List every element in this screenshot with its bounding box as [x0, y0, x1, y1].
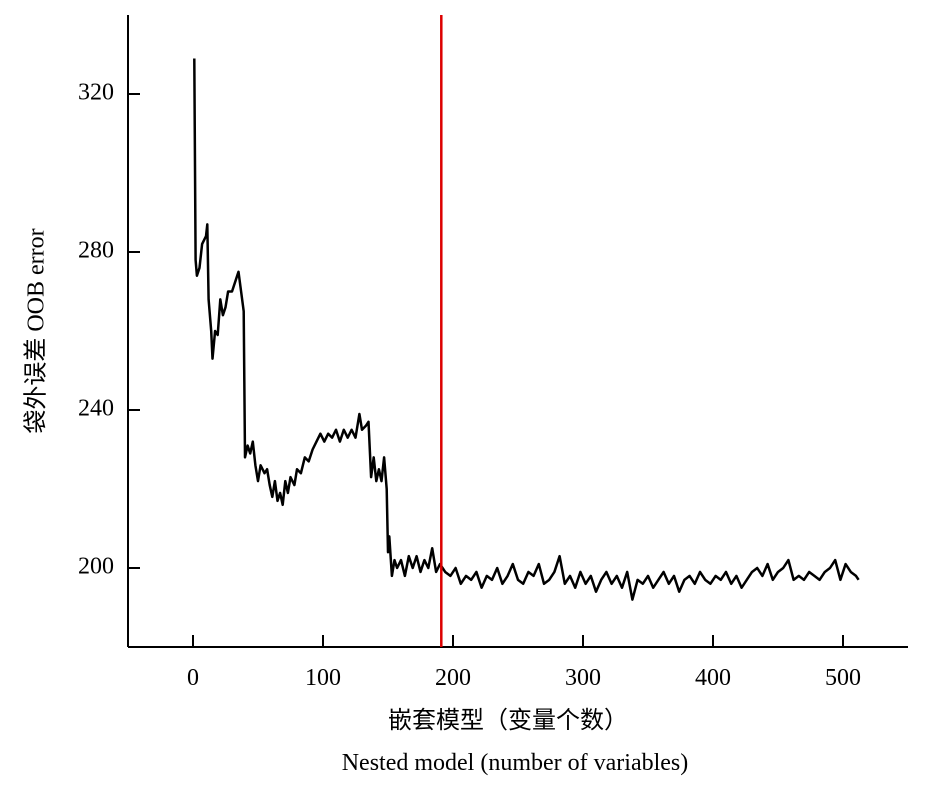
- x-tick-label: 200: [435, 665, 471, 691]
- y-tick-label: 280: [78, 238, 114, 264]
- y-axis-label: 袋外误差 OOB error: [23, 228, 50, 433]
- x-tick-label: 0: [187, 665, 199, 691]
- x-tick-label: 300: [565, 665, 601, 691]
- x-tick-label: 500: [825, 665, 861, 691]
- y-tick-label: 240: [78, 396, 114, 422]
- data-line: [193, 58, 860, 601]
- x-tick-label: 100: [305, 665, 341, 691]
- x-tick-label: 400: [695, 665, 731, 691]
- x-axis-label: 嵌套模型（变量个数）: [388, 707, 628, 734]
- x-axis-label-en: Nested model (number of variables): [342, 750, 689, 776]
- y-tick-label: 200: [78, 554, 114, 580]
- y-tick-label: 320: [78, 80, 114, 106]
